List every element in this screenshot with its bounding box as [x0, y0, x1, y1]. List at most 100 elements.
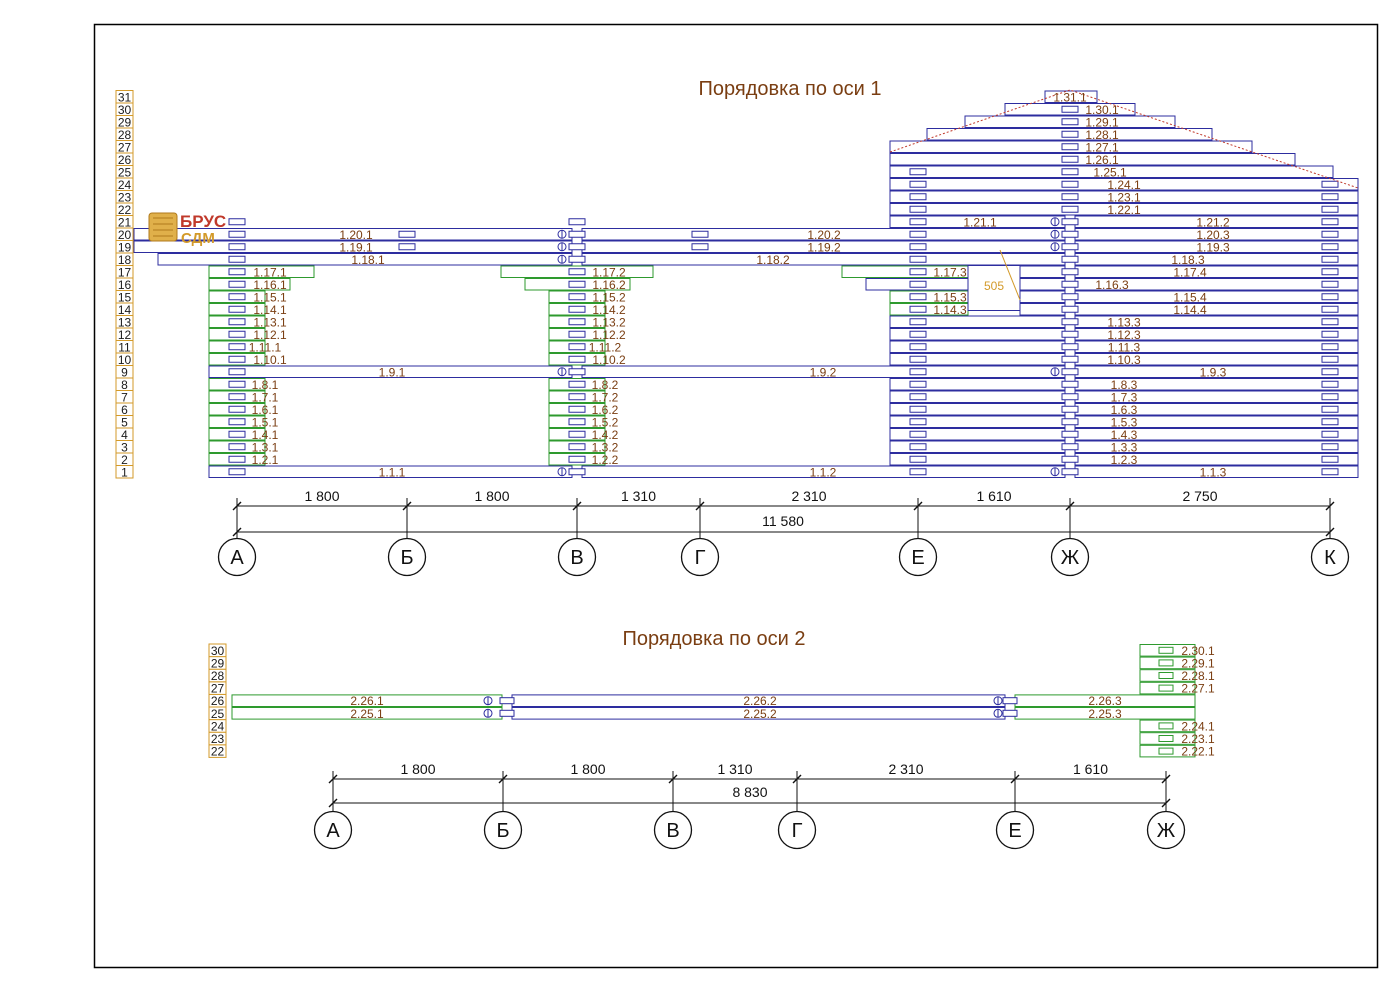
- joint-key: [228, 230, 246, 238]
- log-label: 1.14.3: [933, 303, 967, 317]
- joint-key: [909, 343, 927, 351]
- log-label: 1.18.3: [1171, 253, 1205, 267]
- joint-key: [1321, 405, 1339, 413]
- section2-title: Порядовка по оси 2: [623, 628, 806, 650]
- brus-sdm-logo: БРУС СДМ: [148, 212, 226, 247]
- log-label: 1.10.2: [592, 353, 626, 367]
- joint-key: [1061, 430, 1079, 438]
- row-number: 18: [118, 253, 132, 267]
- joint-key: [568, 405, 586, 413]
- tick-mark: [1161, 774, 1171, 784]
- tick-mark: [1325, 501, 1335, 511]
- log-label: 1.1.1: [379, 465, 406, 479]
- log-label: 2.25.1: [350, 707, 384, 721]
- axis-letter: Е: [1008, 820, 1021, 842]
- joint-key: [1061, 130, 1079, 138]
- joint-key: [1158, 735, 1174, 742]
- log-beam: [1019, 303, 1066, 316]
- dimension-value: 1 310: [621, 488, 656, 504]
- joint-key: [568, 293, 586, 301]
- log-label: 1.21.1: [963, 215, 997, 229]
- dowel-icon: [993, 708, 1003, 718]
- log-label: 1.15.3: [933, 290, 967, 304]
- log-label: 1.17.4: [1173, 265, 1207, 279]
- opening-diagonal: [999, 249, 1021, 301]
- joint-key: [228, 355, 246, 363]
- axis-letter: К: [1324, 547, 1336, 569]
- log-label: 1.22.1: [1107, 203, 1141, 217]
- joint-key: [228, 255, 246, 263]
- row-number-box: [208, 643, 227, 658]
- joint-key: [1061, 293, 1079, 301]
- log-beam: [1074, 253, 1359, 266]
- log-label: 2.26.2: [743, 694, 777, 708]
- row-number: 1: [121, 465, 128, 479]
- joint-key: [568, 355, 586, 363]
- logo-mark-icon: [148, 212, 178, 242]
- joint-key: [1321, 455, 1339, 463]
- log-label: 2.25.2: [743, 707, 777, 721]
- joint-key: [909, 430, 927, 438]
- joint-key: [1061, 418, 1079, 426]
- log-label: 2.27.1: [1181, 682, 1215, 696]
- joint-key: [568, 430, 586, 438]
- joint-key: [568, 255, 586, 263]
- joint-key: [568, 230, 586, 238]
- dowel-icon: [557, 254, 567, 264]
- axis-bubble: [313, 810, 353, 850]
- log-label: 1.9.2: [810, 365, 837, 379]
- joint-key: [228, 243, 246, 251]
- log-label: 1.23.1: [1107, 190, 1141, 204]
- log-label: 1.16.2: [592, 278, 626, 292]
- row-number: 9: [121, 365, 128, 379]
- row-number: 29: [211, 656, 225, 670]
- joint-key: [1321, 393, 1339, 401]
- joint-key: [1321, 330, 1339, 338]
- joint-key: [1321, 430, 1339, 438]
- log-label: 1.12.2: [592, 328, 626, 342]
- row-number: 24: [211, 719, 225, 733]
- joint-key: [568, 280, 586, 288]
- joint-key: [1321, 468, 1339, 476]
- joint-key: [568, 343, 586, 351]
- section1-dimension-chain: 1 800 1 800 1 310 2 310 1 610 2 750 11 580: [232, 488, 1335, 540]
- log-beam: [581, 253, 1066, 266]
- joint-key: [1321, 243, 1339, 251]
- joint-key: [499, 709, 515, 717]
- roof-rake-line: [889, 89, 1359, 189]
- log-beam: [889, 190, 1359, 203]
- log-beam: [889, 203, 1359, 216]
- dimension-value: 2 310: [791, 488, 826, 504]
- axis-bubble: [680, 537, 720, 577]
- dowel-icon: [483, 696, 493, 706]
- joint-key: [909, 280, 927, 288]
- joint-key: [1158, 659, 1174, 667]
- joint-key: [909, 380, 927, 388]
- log-label: 2.26.1: [350, 694, 384, 708]
- axis-letter: Ж: [1061, 547, 1080, 569]
- log-label: 1.17.2: [592, 265, 626, 279]
- log-label: 1.7.3: [1111, 390, 1138, 404]
- joint-key: [398, 230, 416, 238]
- log-label: 1.16.1: [253, 278, 287, 292]
- log-label: 1.13.2: [592, 315, 626, 329]
- joint-key: [1061, 355, 1079, 363]
- axis-bubble: [898, 537, 938, 577]
- joint-key: [398, 243, 416, 251]
- tick-mark: [695, 501, 705, 511]
- row-number: 13: [118, 315, 132, 329]
- joint-key: [909, 168, 927, 176]
- joint-key: [1321, 180, 1339, 188]
- joint-key: [909, 218, 927, 226]
- log-label: 1.1.2: [810, 465, 837, 479]
- dowel-icon: [557, 367, 567, 377]
- log-label: 1.13.3: [1107, 315, 1141, 329]
- joint-key: [1321, 318, 1339, 326]
- joint-key: [228, 293, 246, 301]
- row-number: 17: [118, 265, 132, 279]
- joint-key: [691, 230, 709, 238]
- log-label: 1.1.3: [1200, 465, 1227, 479]
- joint-key: [909, 193, 927, 201]
- log-beam: [1019, 290, 1066, 303]
